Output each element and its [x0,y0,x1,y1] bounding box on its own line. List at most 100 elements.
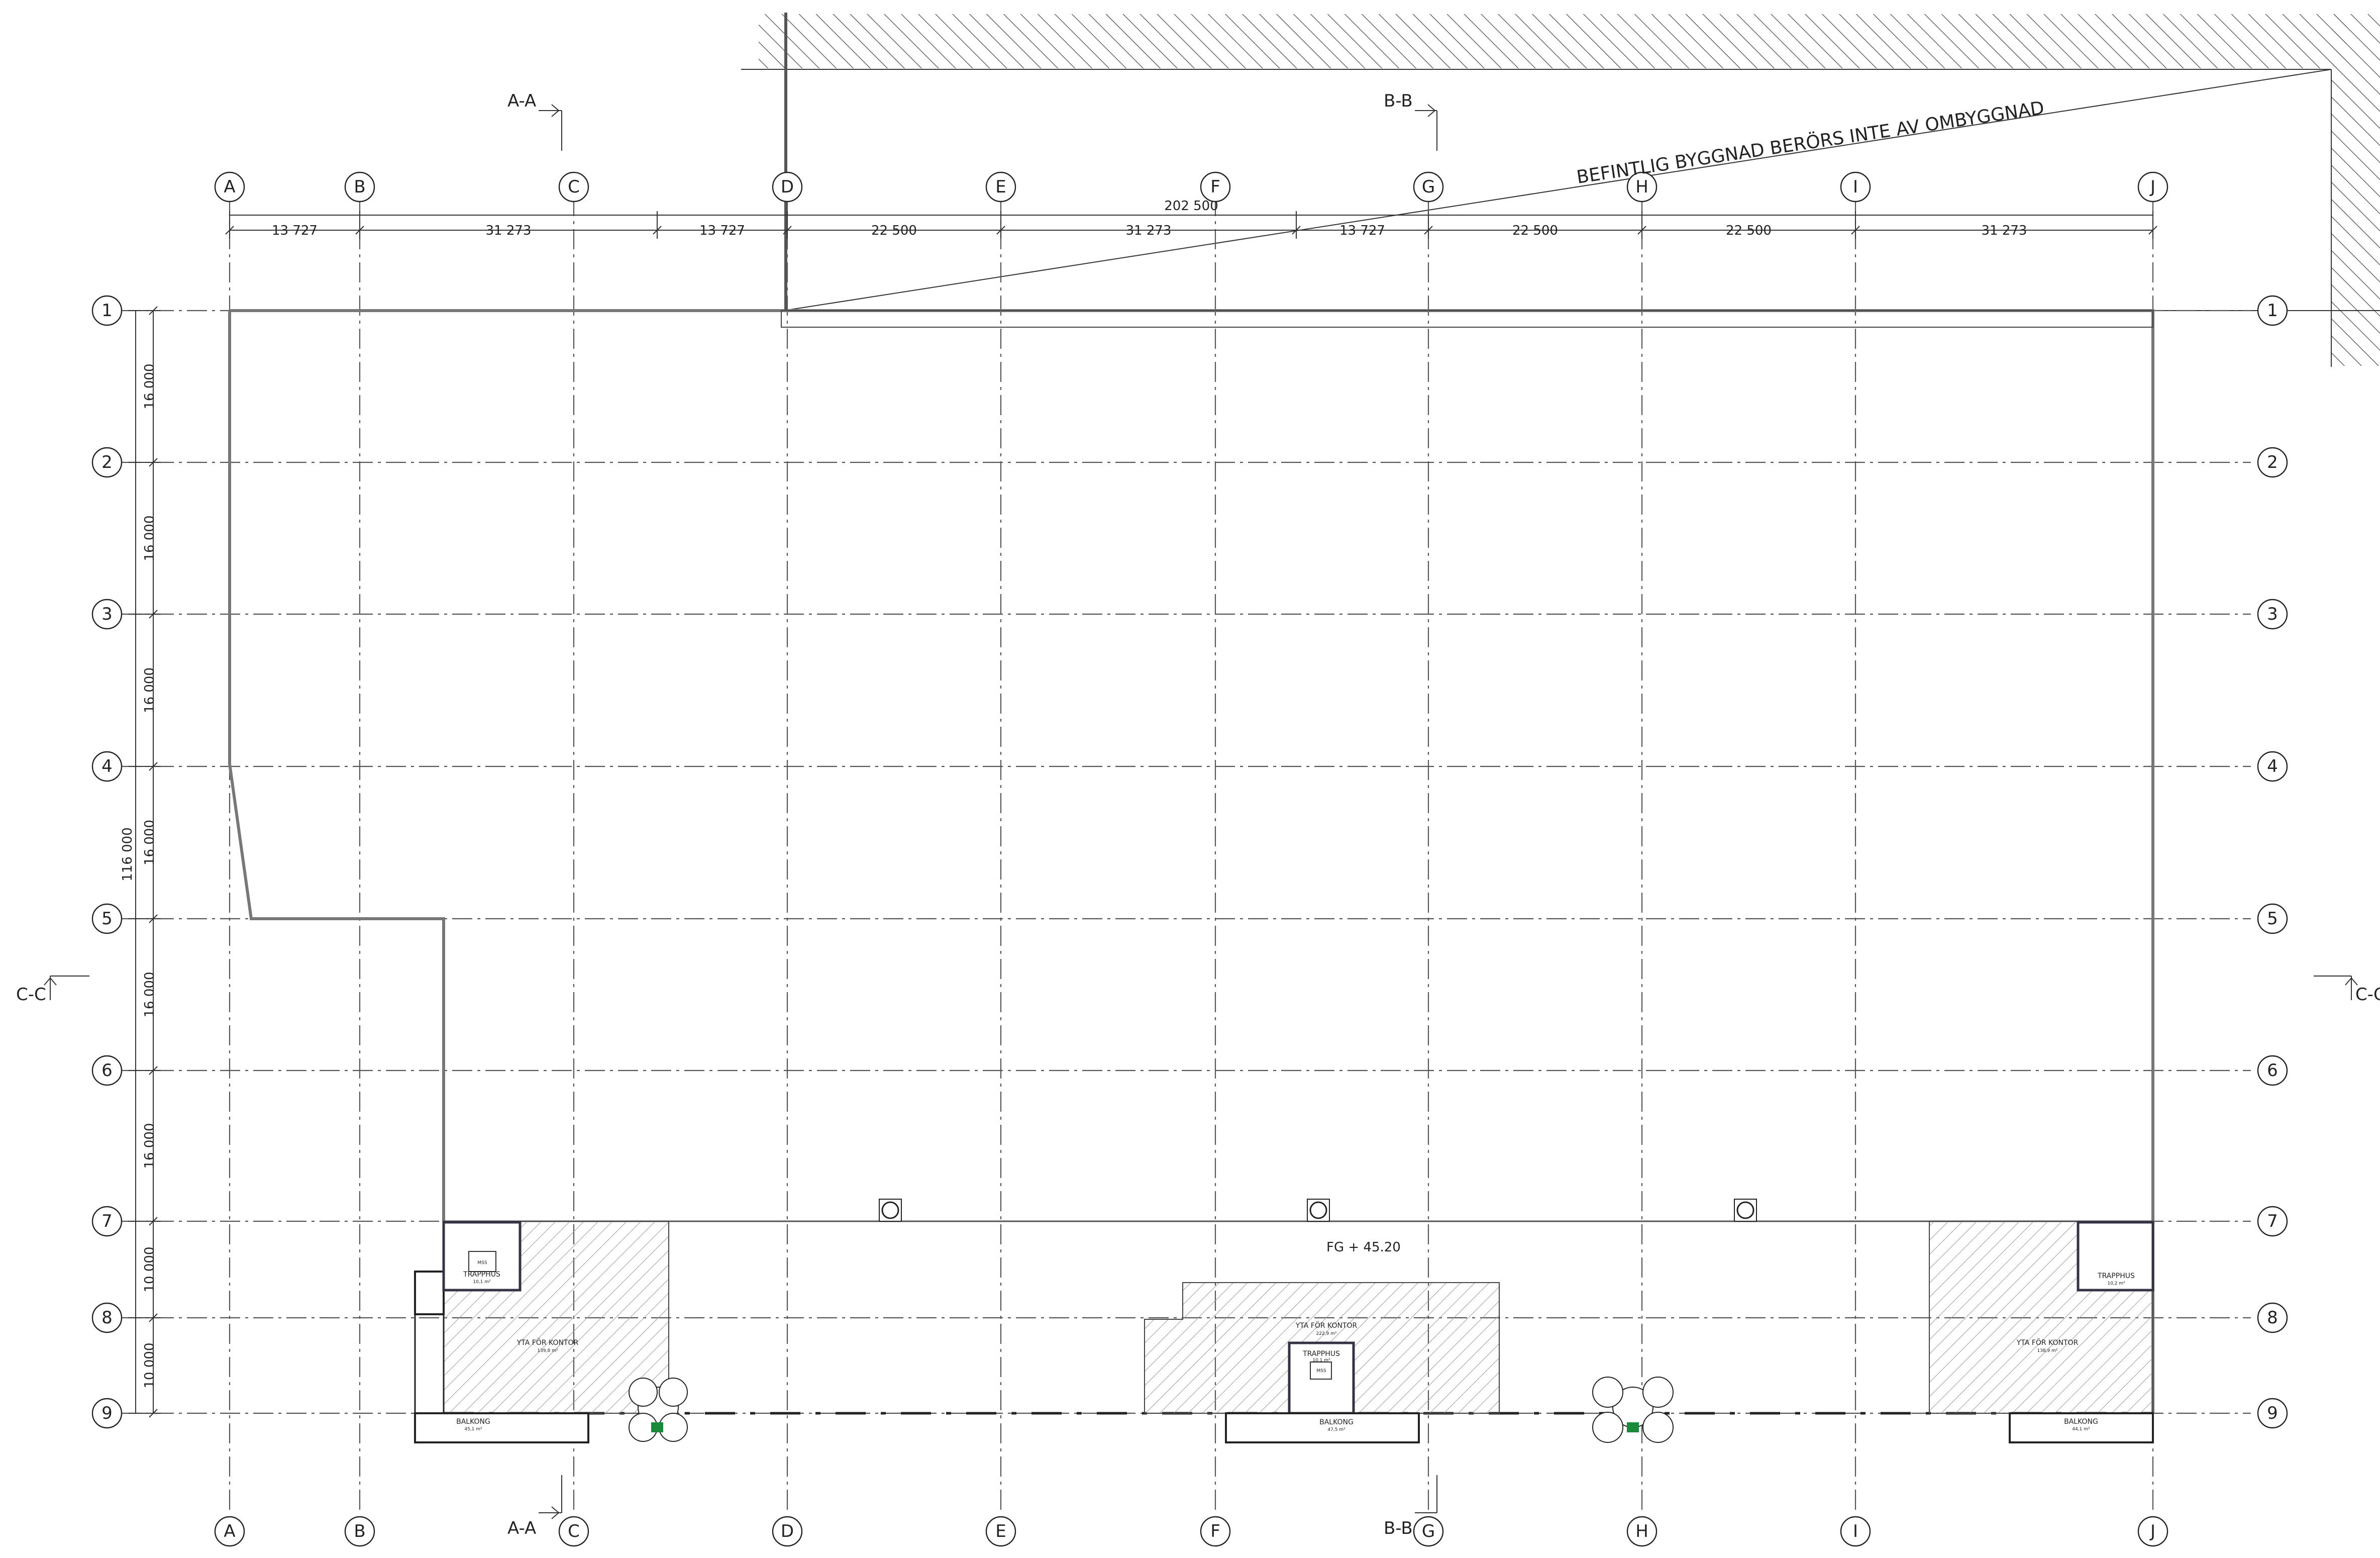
svg-text:6: 6 [101,1060,113,1081]
row-dimension-6: 16 000 [142,1123,157,1169]
grid-bubble-col-F-bottom: F [1200,1516,1231,1547]
existing-building [741,14,2380,367]
svg-text:5: 5 [2267,909,2278,929]
svg-text:1: 1 [2267,301,2278,321]
grid-bubble-row-6-right: 6 [2257,1055,2288,1086]
svg-text:J: J [2149,1521,2155,1541]
svg-text:B: B [354,177,365,197]
svg-text:4: 4 [101,756,113,776]
svg-text:A: A [224,1521,235,1541]
dimension-chain-top [230,215,2153,231]
column-grid-bubbles: A A B B C C D D E E F F G G H H I I J J [214,171,2168,1547]
section-marker-cc-right: C-C [2314,976,2380,1005]
middle-office-area: 222,9 m² [1316,1331,1336,1336]
grid-bubble-row-5-right: 5 [2257,903,2288,934]
section-marker-bb-top: B-B [1384,91,1437,151]
svg-text:5: 5 [101,909,113,929]
middle-balcony-label: BALKONG [1319,1418,1354,1426]
grid-bubble-row-8-right: 8 [2257,1302,2288,1333]
svg-text:9: 9 [2267,1403,2278,1423]
middle-office-label: YTA FÖR KONTOR [1295,1321,1358,1330]
section-bb-bottom-label: B-B [1384,1518,1413,1538]
grid-bubble-col-I-top: I [1840,171,1871,203]
grid-bubble-col-E-top: E [985,171,1016,203]
right-stair-label: TRAPPHUS [2097,1272,2135,1280]
grid-bubble-row-1-left: 1 [91,295,123,326]
drain-symbols [879,1199,1757,1222]
bay-dimension-8: 22 500 [1726,223,1772,238]
grid-bubble-col-G-top: G [1413,171,1444,203]
bay-dimension-5: 31 273 [1126,223,1172,238]
tree-right [1592,1377,1674,1443]
svg-text:1: 1 [101,301,113,321]
svg-text:7: 7 [2267,1211,2278,1231]
svg-text:I: I [1853,1521,1858,1541]
row-dimensions: 16 000 16 000 16 000 16 000 16 000 16 000 10 0… [128,306,161,1418]
right-office-area: 138,9 m² [2037,1348,2057,1353]
row-dimension-3: 16 000 [142,667,157,713]
svg-text:F: F [1210,1521,1220,1541]
left-stair-label: TRAPPHUS [463,1271,500,1279]
svg-text:G: G [1422,1521,1435,1541]
section-marker-bb-bottom: B-B [1384,1475,1437,1538]
row-dimension-1: 16 000 [142,364,157,410]
grid-bubble-col-B-top: B [344,171,375,203]
svg-text:6: 6 [2267,1060,2278,1081]
grid-bubble-col-C-top: C [558,171,589,203]
svg-text:D: D [781,177,794,197]
grid-bubble-col-J-top: J [2137,171,2168,203]
svg-text:8: 8 [101,1308,113,1328]
right-office-zone [1929,1221,2154,1443]
bay-dimension-9: 31 273 [1982,223,2027,238]
section-aa-bottom-label: A-A [507,1518,536,1538]
svg-text:7: 7 [101,1211,113,1231]
svg-text:I: I [1853,177,1858,197]
row-dimension-2: 16 000 [142,516,157,561]
grid-bubble-row-3-right: 3 [2257,599,2288,630]
right-stair-area: 10,2 m² [2107,1281,2125,1286]
section-cc-left-label: C-C [16,985,46,1005]
svg-text:A: A [224,177,235,197]
left-mss-label: MSS [477,1260,487,1265]
right-balcony-area: 44,1 m² [2072,1427,2090,1432]
row-grid-bubbles: 1 1 2 2 3 3 4 4 5 5 6 6 7 7 8 8 9 9 [91,295,2288,1429]
dimension-chain-left [135,311,154,1413]
section-marker-aa-top: A-A [507,91,562,151]
grid-bubble-row-2-right: 2 [2257,447,2288,478]
middle-stair-area: 10,1 m² [1312,1358,1330,1363]
bay-dimensions: 13 727 31 273 13 727 22 500 31 273 13 727 22 5… [225,211,2157,239]
grid-bubble-col-E-bottom: E [985,1516,1016,1547]
left-balcony-label: BALKONG [456,1418,490,1426]
bay-dimension-4: 22 500 [871,223,917,238]
bay-dimension-6: 13 727 [1339,223,1385,238]
grid-bubble-col-A-bottom: A [214,1516,245,1547]
right-office-label: YTA FÖR KONTOR [2016,1338,2079,1347]
svg-text:C: C [568,177,580,197]
overall-width-dimension: 202 500 [1164,199,1218,214]
grid-bubble-row-7-left: 7 [91,1206,123,1237]
section-bb-top-label: B-B [1384,91,1413,111]
section-marker-aa-bottom: A-A [507,1475,562,1538]
bay-dimension-1: 13 727 [272,223,318,238]
grid-bubble-col-F-top: F [1200,171,1231,203]
middle-office-zone [1144,1282,1500,1443]
grid-bubble-row-3-left: 3 [91,599,123,630]
right-balcony-label: BALKONG [2064,1418,2098,1426]
existing-building-note: BEFINTLIG BYGGNAD BERÖRS INTE AV OMBYGGN… [1575,97,2045,188]
section-marker-cc-left: C-C [16,976,89,1005]
svg-text:B: B [354,1521,365,1541]
svg-text:E: E [995,177,1006,197]
tree-left [629,1378,688,1442]
grid-bubble-col-A-top: A [214,171,245,203]
grid-bubble-row-5-left: 5 [91,903,123,934]
svg-text:9: 9 [101,1403,113,1423]
svg-text:2: 2 [101,452,113,472]
grid-bubble-col-D-bottom: D [772,1516,803,1547]
floor-level-note: FG + 45.20 [1326,1240,1401,1255]
row-dimension-4: 16 000 [142,820,157,865]
bay-dimension-3: 13 727 [699,223,745,238]
middle-mss-label: MSS [1316,1369,1326,1374]
grid-bubble-col-B-bottom: B [344,1516,375,1547]
left-balcony-area: 45,1 m² [464,1427,482,1432]
